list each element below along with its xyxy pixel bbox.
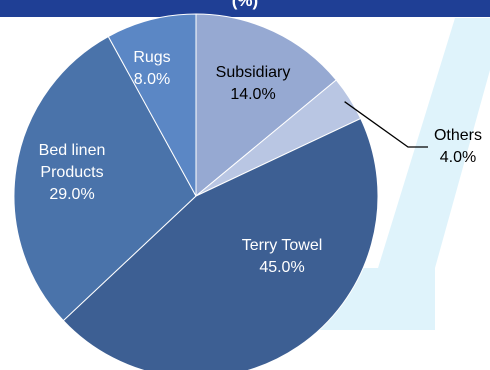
slice-value-bed-linen-products: 29.0%	[49, 186, 94, 203]
slice-labels: Subsidiary 14.0% Others 4.0% Terry Towel 45.0…	[39, 49, 482, 276]
title-bar: (%)	[0, 0, 490, 17]
pie-slice-bed-linen-products	[13, 35, 197, 322]
slice-label-others: Others	[434, 127, 482, 144]
pie-slice-terry-towel	[62, 117, 379, 370]
slice-label-subsidiary: Subsidiary	[216, 64, 291, 81]
slice-label-bed-linen-products: Products	[40, 164, 103, 181]
slice-value-terry-towel: 45.0%	[259, 259, 304, 276]
pie-slices	[13, 13, 379, 370]
chart-title-fragment: (%)	[231, 0, 259, 10]
pie-slice-rugs	[107, 13, 197, 197]
slice-label-bed-linen-products: Bed linen	[39, 142, 106, 159]
pie-slice-subsidiary	[195, 13, 337, 198]
watermark-stroke	[378, 18, 490, 268]
slice-value-subsidiary: 14.0%	[230, 86, 275, 103]
slice-label-terry-towel: Terry Towel	[242, 237, 323, 254]
slice-value-others: 4.0%	[440, 149, 476, 166]
slice-label-rugs: Rugs	[133, 49, 170, 66]
leader-line-others	[344, 101, 428, 148]
slice-value-rugs: 8.0%	[134, 71, 170, 88]
